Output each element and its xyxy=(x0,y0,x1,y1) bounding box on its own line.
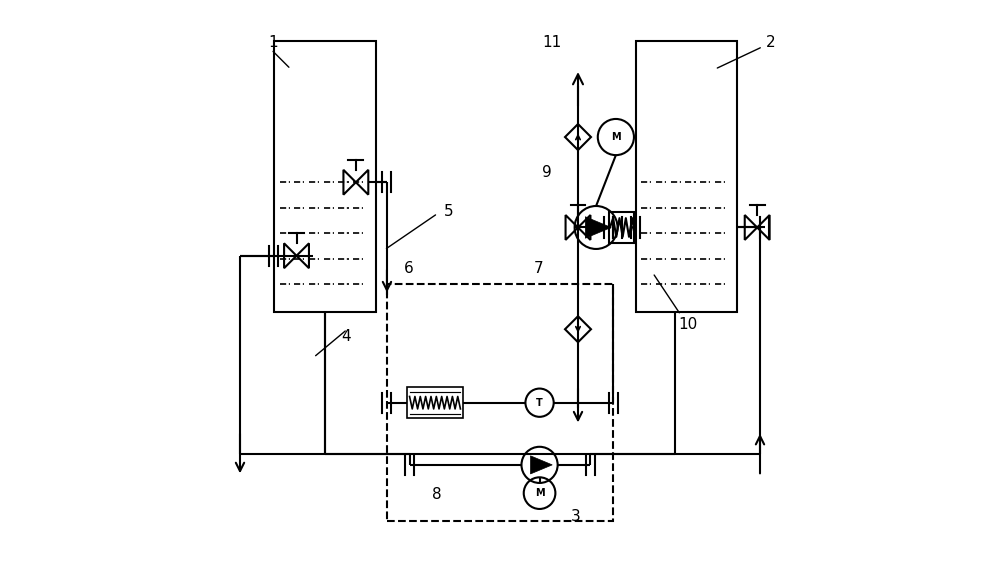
Text: 1: 1 xyxy=(268,35,278,49)
Polygon shape xyxy=(531,456,552,474)
Polygon shape xyxy=(585,217,611,238)
Text: 8: 8 xyxy=(432,487,442,502)
Text: 2: 2 xyxy=(766,35,775,49)
Text: M: M xyxy=(535,488,544,498)
Text: 6: 6 xyxy=(404,261,414,275)
Bar xyxy=(407,387,463,418)
Text: 10: 10 xyxy=(678,317,697,332)
Text: 7: 7 xyxy=(534,261,544,275)
Bar xyxy=(636,41,737,312)
Text: M: M xyxy=(611,132,621,142)
Text: 9: 9 xyxy=(542,165,552,179)
Text: 3: 3 xyxy=(571,509,580,524)
Bar xyxy=(274,41,376,312)
Bar xyxy=(387,284,613,521)
Text: T: T xyxy=(536,398,543,408)
Text: 5: 5 xyxy=(443,204,453,219)
Text: 11: 11 xyxy=(542,35,562,49)
Text: 4: 4 xyxy=(342,328,351,344)
Bar xyxy=(609,212,634,243)
